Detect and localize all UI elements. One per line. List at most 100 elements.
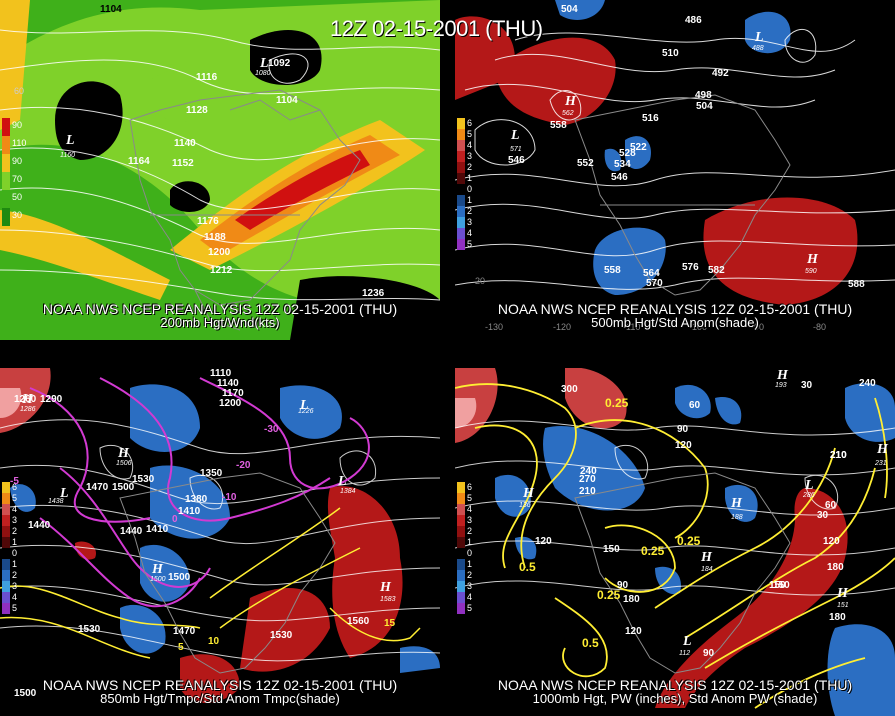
high-center-value: 151 bbox=[837, 602, 849, 609]
pw-contour-label: 0.5 bbox=[582, 636, 599, 650]
high-pressure-marker: H bbox=[523, 486, 534, 501]
contour-label: 1440 bbox=[28, 520, 51, 531]
low-center-value: 1080 bbox=[255, 70, 271, 77]
contour-label: 1164 bbox=[128, 156, 150, 167]
contour-label: 528 bbox=[619, 148, 636, 159]
color-scale-bar bbox=[457, 482, 465, 614]
panel-200mb-height-wind: 90 110 90 70 50 30 1104 1092 1116 1104 1… bbox=[0, 0, 440, 340]
contour-label: 552 bbox=[577, 158, 594, 169]
pw-contour-label: 0.25 bbox=[677, 534, 701, 548]
low-center-value: 1384 bbox=[340, 488, 356, 495]
contour-label: 150 bbox=[773, 580, 790, 591]
contour-label: 210 bbox=[830, 450, 847, 461]
contour-label: 1116 bbox=[196, 72, 218, 83]
contour-label: 564 bbox=[643, 268, 660, 279]
temp-contour-label: 15 bbox=[384, 618, 396, 629]
low-pressure-marker: L bbox=[511, 128, 520, 143]
low-center-value: 286 bbox=[803, 492, 815, 499]
contour-label: 1500 bbox=[168, 572, 191, 583]
contour-label: 1140 bbox=[174, 138, 196, 149]
high-center-value: 1506 bbox=[116, 460, 132, 467]
contour-label: 546 bbox=[508, 155, 525, 166]
high-center-value: 188 bbox=[731, 514, 743, 521]
panel-subtitle: 500mb Hgt/Std Anom(shade) bbox=[591, 315, 759, 330]
contour-label: 504 bbox=[561, 4, 578, 15]
contour-label: 1236 bbox=[362, 288, 385, 299]
contour-label: 546 bbox=[611, 172, 628, 183]
contour-label: 1140 bbox=[217, 378, 239, 389]
temp-contour-label: 10 bbox=[208, 636, 220, 647]
high-center-value: 184 bbox=[701, 566, 713, 573]
contour-label: 504 bbox=[696, 101, 713, 112]
low-pressure-marker: L bbox=[338, 474, 347, 489]
panel-subtitle: 1000mb Hgt, PW (inches), Std Anom PW (sh… bbox=[532, 691, 818, 706]
lon-tick-label: 60 bbox=[14, 86, 25, 96]
high-center-value: 1500 bbox=[150, 576, 166, 583]
high-pressure-marker: H bbox=[701, 550, 712, 565]
contour-label: 1410 bbox=[178, 506, 201, 517]
contour-label: 270 bbox=[579, 474, 596, 485]
contour-label: 576 bbox=[682, 262, 699, 273]
contour-label: 1188 bbox=[204, 232, 226, 243]
low-center-value: 112 bbox=[679, 650, 691, 657]
lon-tick-label: -90 bbox=[751, 322, 765, 332]
contour-label: 240 bbox=[859, 378, 876, 389]
lon-tick-label: -120 bbox=[553, 322, 572, 332]
contour-label: 1560 bbox=[347, 616, 370, 627]
lon-tick-label: -110 bbox=[623, 322, 641, 332]
high-pressure-marker: H bbox=[22, 392, 33, 407]
color-scale-bar bbox=[2, 482, 10, 614]
low-center-value: 488 bbox=[752, 45, 764, 52]
color-scale-bar bbox=[457, 118, 465, 250]
contour-label: 90 bbox=[703, 648, 715, 659]
contour-label: 1530 bbox=[270, 630, 293, 641]
contour-label: 1104 bbox=[276, 95, 298, 106]
low-pressure-marker: L bbox=[66, 133, 75, 148]
contour-label: 120 bbox=[675, 440, 692, 451]
panel-caption: NOAA NWS NCEP REANALYSIS 12Z 02-15-2001 … bbox=[497, 677, 853, 693]
contour-label: 1380 bbox=[185, 494, 208, 505]
contour-label: 1260 bbox=[14, 394, 37, 405]
contour-label: 1200 bbox=[208, 247, 231, 258]
pw-contour-label: 0.25 bbox=[605, 396, 629, 410]
high-pressure-marker: H bbox=[118, 446, 129, 461]
contour-label: 60 bbox=[689, 400, 701, 411]
contour-label: 30 bbox=[801, 380, 813, 391]
high-center-value: 136 bbox=[519, 502, 531, 509]
lon-tick-label: -130 bbox=[485, 322, 504, 332]
contour-label: 570 bbox=[646, 278, 663, 289]
contour-label: 1212 bbox=[210, 265, 233, 276]
contour-label: 492 bbox=[712, 68, 729, 79]
contour-label: 558 bbox=[550, 120, 567, 131]
high-pressure-marker: H bbox=[877, 442, 888, 457]
contour-label: 210 bbox=[579, 486, 596, 497]
lat-tick-label: 20 bbox=[475, 276, 486, 286]
contour-label: 30 bbox=[817, 510, 829, 521]
contour-label: 522 bbox=[630, 142, 647, 153]
contour-label: 180 bbox=[829, 612, 846, 623]
contour-label: 180 bbox=[623, 594, 640, 605]
high-center-value: 231 bbox=[875, 460, 887, 467]
high-pressure-marker: H bbox=[565, 94, 576, 109]
contour-label: 180 bbox=[827, 562, 844, 573]
low-pressure-marker: L bbox=[300, 398, 309, 413]
contour-label: 90 bbox=[617, 580, 629, 591]
contour-label: 1470 bbox=[86, 482, 109, 493]
map-1000mb bbox=[455, 368, 895, 716]
contour-label: 1440 bbox=[120, 526, 143, 537]
contour-label: 150 bbox=[769, 580, 786, 591]
contour-label: 1110 bbox=[210, 368, 232, 379]
contour-label: 60 bbox=[825, 500, 837, 511]
contour-label: 1176 bbox=[197, 216, 219, 227]
map-850mb bbox=[0, 368, 440, 716]
contour-label: 498 bbox=[695, 90, 712, 101]
contour-label: 1500 bbox=[14, 688, 37, 699]
color-scale-labels: 90 110 90 70 50 30 bbox=[12, 120, 27, 220]
low-center-value: 1226 bbox=[298, 408, 314, 415]
panel-caption: NOAA NWS NCEP REANALYSIS 12Z 02-15-2001 … bbox=[497, 301, 853, 317]
contour-label: 1092 bbox=[268, 58, 291, 69]
